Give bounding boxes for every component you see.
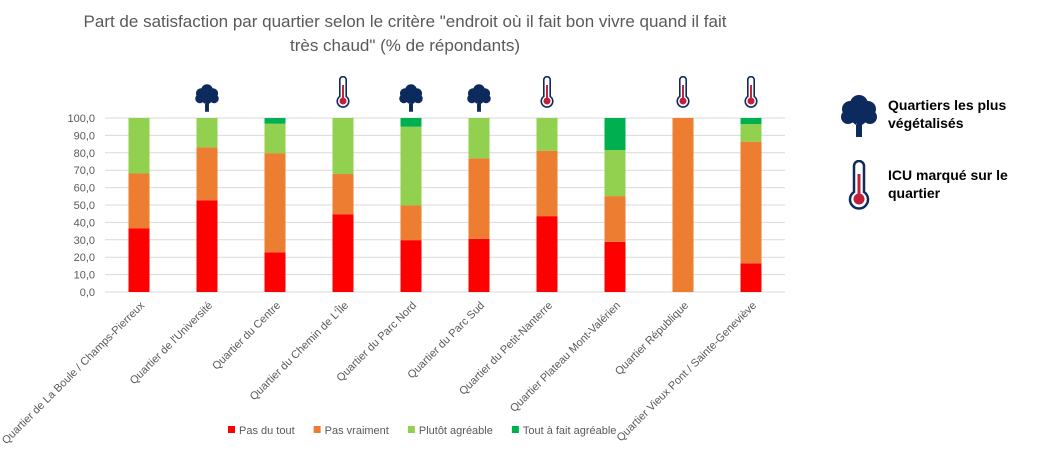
bar-segment (740, 124, 762, 142)
x-tick-label: Quartier du Parc Sud (406, 300, 488, 382)
x-tick-label: Quartier République (613, 300, 691, 378)
bar-segment (604, 150, 626, 197)
bar-segment (400, 118, 422, 127)
chart-title-line-1: Part de satisfaction par quartier selon … (83, 12, 727, 31)
legend-swatch (511, 426, 519, 433)
bar-segment (400, 205, 422, 241)
y-tick-label: 30,0 (74, 235, 95, 247)
y-tick-label: 90,0 (74, 130, 95, 142)
bar-segment (740, 263, 762, 292)
bar-segment (196, 147, 218, 201)
y-tick-label: 20,0 (74, 252, 95, 264)
legend-label: Pas du tout (239, 425, 295, 437)
legend-swatch (228, 426, 235, 433)
bar-segment (196, 118, 218, 148)
x-tick-label: Quartier Plateau Mont-Valérien (508, 300, 623, 415)
thermometer-icon (676, 76, 690, 108)
bar-segment (332, 174, 354, 215)
bar-segment (604, 241, 626, 292)
x-tick-label: Quartier du Centre (210, 300, 283, 373)
tree-icon (195, 84, 219, 112)
bar-segment (536, 150, 558, 217)
x-tick-label: Quartier Vieux Pont / Sainte-Geneviève (615, 300, 760, 445)
bar-segment (264, 123, 286, 154)
legend-label: Pas vraiment (325, 425, 389, 437)
y-tick-label: 10,0 (74, 270, 95, 282)
legend-label: Tout à fait agréable (523, 425, 617, 437)
thermometer-icon (336, 76, 350, 108)
chart-title: Part de satisfaction par quartier selon … (60, 10, 750, 58)
y-tick-label: 80,0 (74, 148, 95, 160)
bar-segment (536, 118, 558, 151)
legend-swatch (313, 426, 321, 433)
tree-icon (467, 84, 491, 112)
tree-icon (841, 95, 877, 137)
bar-segment (604, 118, 626, 151)
bar-segment (536, 216, 558, 292)
bar-segment (740, 118, 762, 125)
thermometer-icon (848, 160, 870, 210)
bar-segment (128, 118, 150, 174)
bar-segment (264, 252, 286, 292)
y-tick-label: 70,0 (74, 165, 95, 177)
bar-segment (468, 158, 490, 239)
y-tick-label: 0,0 (80, 287, 95, 299)
y-tick-label: 40,0 (74, 217, 95, 229)
bar-segment (468, 238, 490, 292)
bar-segment (128, 173, 150, 229)
chart-title-line-2: très chaud" (% de répondants) (290, 36, 520, 55)
tree-icon (399, 84, 423, 112)
thermometer-icon (744, 76, 758, 108)
y-tick-label: 60,0 (74, 183, 95, 195)
y-tick-label: 50,0 (74, 200, 95, 212)
bar-segment (468, 118, 490, 159)
bar-segment (332, 214, 354, 292)
bar-segment (332, 118, 354, 175)
bar-segment (128, 228, 150, 292)
bar-segment (672, 118, 694, 292)
x-tick-label: Quartier de La Boule / Champs-Pierreux (0, 299, 147, 447)
thermometer-legend-label: ICU marqué sur le quartier (888, 167, 1008, 201)
bar-segment (400, 240, 422, 292)
bar-segment (264, 118, 286, 124)
bar-segment (740, 141, 762, 264)
legend-swatch (407, 426, 415, 433)
y-tick-label: 100,0 (67, 113, 95, 125)
legend-label: Plutôt agréable (419, 425, 493, 437)
thermometer-icon (540, 76, 554, 108)
bar-segment (264, 153, 286, 253)
bar-segment (400, 126, 422, 206)
bar-segment (196, 200, 218, 292)
bar-segment (604, 196, 626, 242)
tree-legend-label: Quartiers les plus végétalisés (888, 97, 1007, 131)
